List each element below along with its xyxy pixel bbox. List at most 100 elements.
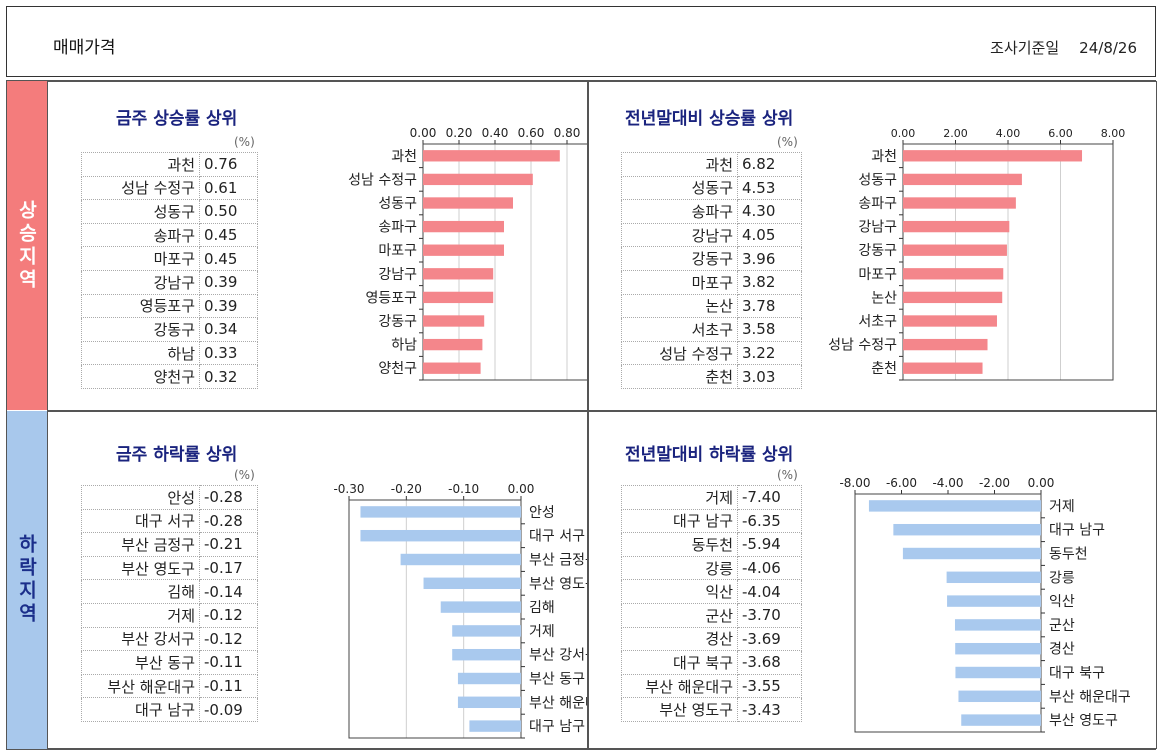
panel-title: 금주 하락률 상위 (116, 445, 238, 465)
table-row: 부산 영도구 -0.17 (81, 555, 258, 581)
bar (423, 173, 533, 186)
region-name: 강동구 (81, 317, 200, 342)
table-row: 강남구 0.39 (81, 269, 258, 295)
region-name: 대구 서구 (81, 508, 200, 534)
bar (903, 173, 1022, 186)
table-row: 성남 수정구 3.22 (621, 340, 802, 366)
bar (469, 720, 521, 732)
region-name: 마포구 (621, 269, 738, 295)
bar (947, 595, 1041, 607)
region-value: -0.11 (199, 650, 258, 675)
region-value: -0.12 (199, 626, 258, 652)
category-label: 부산 해운대구 (529, 695, 588, 711)
category-label: 송파구 (378, 220, 417, 236)
region-name: 하남 (81, 340, 200, 366)
table-row: 부산 영도구 -3.43 (621, 697, 802, 722)
region-name: 강릉 (621, 555, 738, 581)
bar (903, 291, 1003, 304)
region-value: -0.09 (199, 697, 258, 722)
region-name: 부산 영도구 (81, 555, 200, 581)
category-label: 과천 (871, 149, 897, 165)
region-name: 부산 동구 (81, 650, 200, 675)
category-label: 경산 (1049, 642, 1075, 658)
region-value: 0.45 (199, 246, 258, 271)
region-name: 부산 해운대구 (81, 673, 200, 699)
region-value: 3.22 (737, 340, 802, 366)
region-name: 성남 수정구 (621, 340, 738, 366)
tick-label: 2.00 (943, 127, 968, 140)
tick-label: -0.30 (333, 482, 364, 496)
region-value: 0.39 (199, 269, 258, 295)
region-name: 부산 영도구 (621, 697, 738, 722)
table-row: 부산 강서구 -0.12 (81, 626, 258, 652)
bar (423, 220, 504, 233)
region-name: 김해 (81, 579, 200, 604)
region-value: 0.39 (199, 293, 258, 319)
panel-weekly-rise: 금주 상승률 상위 (%) 과천 0.76 성남 수정구 0.61 성동구 0.50 송파구… (47, 81, 588, 411)
table-row: 춘천 3.03 (621, 364, 802, 389)
bar (961, 714, 1041, 726)
category-label: 춘천 (871, 361, 897, 377)
region-name: 송파구 (621, 199, 738, 224)
bar (893, 523, 1041, 536)
category-label: 강남구 (858, 220, 897, 236)
region-name: 대구 남구 (81, 697, 200, 722)
region-value: 3.58 (737, 317, 802, 342)
region-value: 3.78 (737, 293, 802, 319)
page-header: 매매가격 조사기준일 24/8/26 (6, 6, 1156, 77)
bar (423, 338, 483, 351)
bar (903, 197, 1016, 209)
category-label: 송파구 (858, 196, 897, 212)
table-row: 영등포구 0.39 (81, 293, 258, 319)
region-name: 성동구 (621, 175, 738, 201)
region-name: 성남 수정구 (81, 175, 200, 201)
survey-date-label: 조사기준일 (990, 39, 1060, 57)
region-value: 0.45 (199, 222, 258, 248)
region-value: 4.53 (737, 175, 802, 201)
table-row: 부산 해운대구 -3.55 (621, 673, 802, 699)
table-row: 송파구 0.45 (81, 222, 258, 248)
table-row: 대구 남구 -6.35 (621, 508, 802, 534)
main-frame: 상승지역 하락지역 금주 상승률 상위 (%) 과천 0.76 성남 수정구 0.61… (6, 80, 1157, 750)
table-row: 군산 -3.70 (621, 602, 802, 628)
tick-label: 0.80 (554, 126, 581, 140)
bar (400, 553, 521, 566)
bar (457, 696, 521, 709)
bar (440, 601, 521, 613)
tick-label: 4.00 (996, 127, 1021, 140)
bar (903, 244, 1007, 256)
region-name: 경산 (621, 626, 738, 652)
table-row: 부산 동구 -0.11 (81, 650, 258, 675)
category-label: 부산 영도구 (1049, 713, 1118, 729)
table-row: 과천 0.76 (81, 152, 258, 177)
category-label: 부산 동구 (529, 672, 585, 688)
panel-weekly-fall: 금주 하락률 상위 (%) 안성 -0.28 대구 서구 -0.28 부산 금정구 -0.… (47, 411, 588, 749)
category-label: 성남 수정구 (828, 338, 897, 354)
region-value: -4.04 (737, 579, 802, 604)
category-label: 안성 (529, 505, 555, 521)
region-value: 0.32 (199, 364, 258, 389)
category-label: 부산 강서구 (529, 648, 588, 664)
region-value: 0.33 (199, 340, 258, 366)
value-table: 과천 0.76 성남 수정구 0.61 성동구 0.50 송파구 0.45 마포구 0.45 강남구… (81, 152, 258, 389)
table-row: 강동구 3.96 (621, 246, 802, 271)
table-row: 과천 6.82 (621, 152, 802, 177)
region-name: 강남구 (621, 222, 738, 248)
region-value: 0.34 (199, 317, 258, 342)
bar (423, 197, 513, 209)
category-label: 강동구 (858, 243, 897, 259)
bar (423, 315, 485, 327)
tick-label: 0.60 (518, 126, 545, 140)
category-label: 하남 (391, 338, 417, 354)
bar (903, 362, 983, 374)
table-row: 익산 -4.04 (621, 579, 802, 604)
table-row: 강릉 -4.06 (621, 555, 802, 581)
region-value: -0.21 (199, 532, 258, 557)
region-value: 0.76 (199, 152, 258, 177)
bar (903, 268, 1004, 280)
table-row: 하남 0.33 (81, 340, 258, 366)
region-name: 부산 강서구 (81, 626, 200, 652)
falling-section-label: 하락지역 (7, 411, 47, 749)
table-row: 성남 수정구 0.61 (81, 175, 258, 201)
category-label: 대구 북구 (1049, 666, 1105, 682)
